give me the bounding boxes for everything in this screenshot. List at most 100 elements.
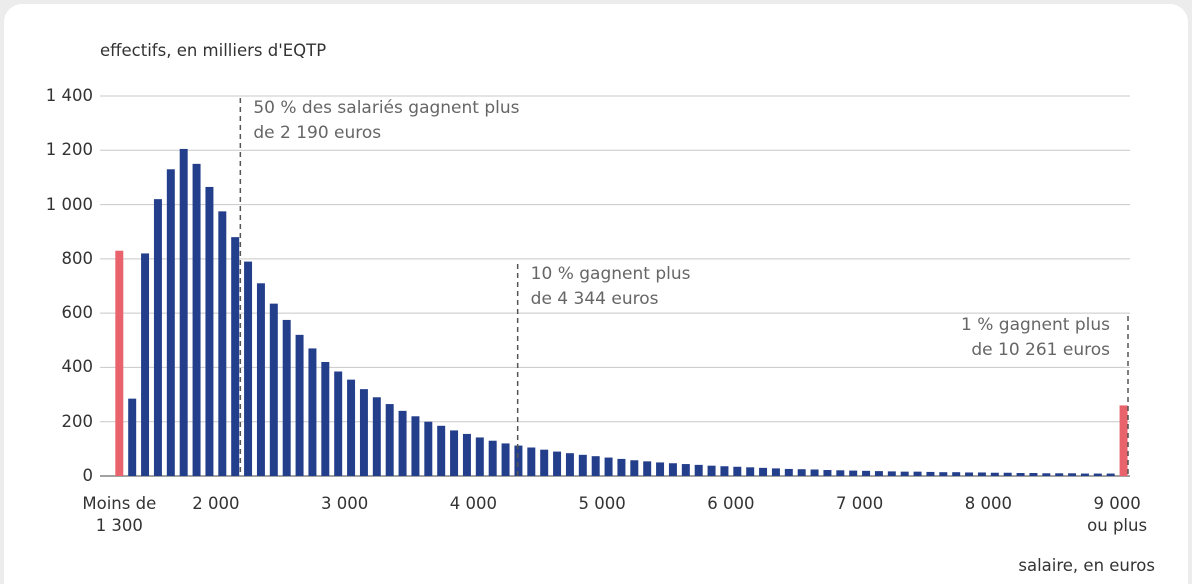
bar — [965, 472, 974, 476]
bar — [411, 416, 420, 476]
x-tick-label: 7 000 — [836, 494, 884, 513]
bar — [205, 186, 214, 476]
bar — [372, 397, 381, 476]
annotation: 10 % gagnent plus de 4 344 euros — [530, 264, 691, 309]
bar — [862, 470, 871, 476]
bar — [128, 398, 137, 476]
bar — [308, 348, 317, 476]
bar — [1068, 473, 1077, 476]
annotation: 50 % des salariés gagnent plus de 2 190 … — [253, 98, 520, 143]
bar — [1003, 472, 1012, 476]
bar — [1080, 473, 1089, 476]
bar — [553, 451, 562, 476]
bar — [179, 148, 188, 476]
bar — [269, 303, 278, 476]
bar — [720, 466, 729, 476]
bar — [874, 471, 883, 476]
bar — [746, 467, 755, 476]
x-tick-label: 8 000 — [964, 494, 1012, 513]
bar — [887, 471, 896, 476]
bar — [321, 362, 330, 476]
bar — [939, 472, 948, 476]
bar — [656, 462, 665, 476]
bar — [282, 319, 291, 476]
x-axis-title: salaire, en euros — [1018, 556, 1155, 575]
y-tick-label: 800 — [61, 248, 94, 268]
bar — [141, 253, 150, 476]
bar — [256, 283, 265, 476]
bar — [617, 458, 626, 476]
bar — [565, 453, 574, 476]
bar — [450, 430, 459, 476]
y-tick-label: 1 200 — [45, 140, 93, 160]
bar — [797, 469, 806, 476]
bar — [153, 199, 162, 476]
bar — [231, 237, 240, 476]
bar — [166, 169, 175, 477]
bar — [514, 445, 523, 476]
bar — [784, 468, 793, 476]
x-tick-label: 6 000 — [707, 494, 755, 513]
bar — [823, 470, 832, 476]
bar — [334, 371, 343, 476]
bar — [681, 464, 690, 476]
x-tick-label: 3 000 — [321, 494, 369, 513]
bar — [398, 410, 407, 476]
y-tick-label: 400 — [61, 357, 94, 377]
bar — [295, 334, 304, 476]
bar — [810, 469, 819, 476]
bar — [604, 457, 613, 476]
x-tick-label: 2 000 — [192, 494, 240, 513]
bar — [707, 465, 716, 476]
bar — [347, 379, 356, 476]
bar — [540, 449, 549, 476]
bar — [591, 456, 600, 476]
bar — [578, 454, 587, 476]
bar — [192, 163, 201, 476]
bar — [437, 425, 446, 476]
bar — [836, 470, 845, 476]
bar — [527, 447, 536, 476]
bar — [1029, 473, 1038, 476]
card — [4, 4, 1188, 584]
bar — [913, 471, 922, 476]
bar — [643, 461, 652, 476]
bar — [630, 460, 639, 476]
bar — [900, 471, 909, 476]
bar — [385, 404, 394, 476]
y-axis-title: effectifs, en milliers d'EQTP — [100, 41, 327, 60]
bar — [424, 421, 433, 476]
bar — [759, 467, 768, 476]
bar — [488, 440, 497, 476]
bar — [1093, 473, 1102, 476]
bar — [244, 261, 253, 476]
bar — [475, 437, 484, 476]
bar — [1016, 473, 1025, 476]
bar — [1042, 473, 1051, 476]
bar — [115, 250, 124, 476]
bar — [359, 389, 368, 476]
x-tick-label: 9 000 ou plus — [1087, 494, 1148, 535]
bar — [1055, 473, 1064, 476]
bar — [1106, 473, 1115, 476]
bar — [733, 466, 742, 476]
bar — [501, 443, 510, 476]
bar — [218, 211, 227, 476]
y-tick-label: 600 — [61, 303, 94, 323]
x-tick-label: 5 000 — [578, 494, 626, 513]
y-tick-label: 1 400 — [45, 86, 93, 105]
y-tick-label: 1 000 — [45, 194, 93, 214]
bar — [977, 472, 986, 476]
x-tick-label: 4 000 — [449, 494, 497, 513]
bar — [462, 433, 471, 476]
bar — [1119, 405, 1128, 476]
x-tick-label: Moins de 1 300 — [82, 494, 157, 535]
bar — [694, 464, 703, 476]
y-tick-label: 200 — [61, 411, 94, 431]
bar — [771, 468, 780, 476]
bar — [849, 470, 858, 476]
bar — [990, 472, 999, 476]
y-tick-label: 0 — [82, 466, 94, 485]
